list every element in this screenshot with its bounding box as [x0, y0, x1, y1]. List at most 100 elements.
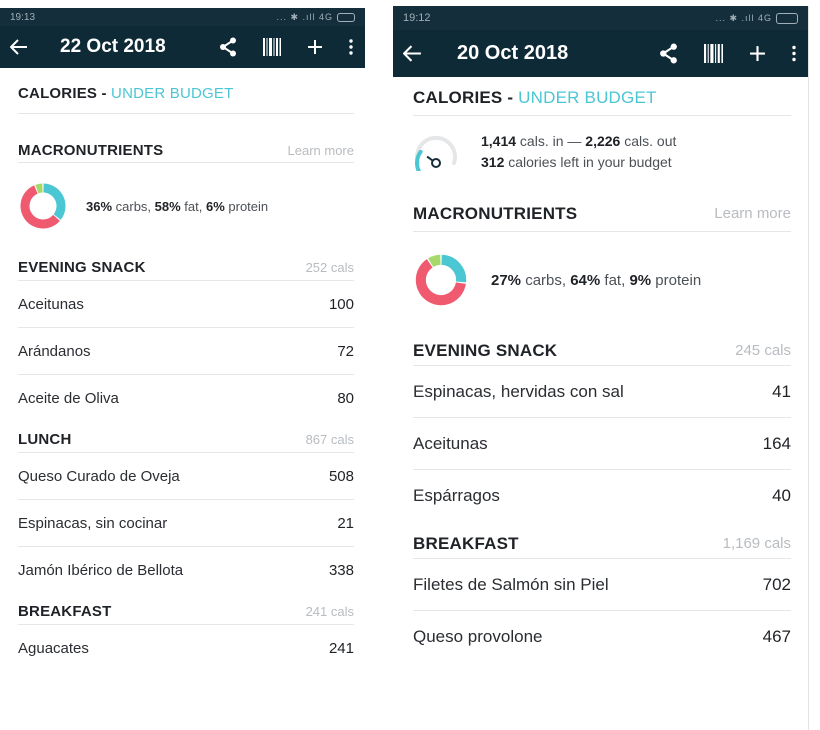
- more-options-button[interactable]: [349, 39, 353, 55]
- food-row[interactable]: Jamón Ibérico de Bellota 338: [18, 547, 354, 593]
- meal-header[interactable]: EVENING SNACK 245 cals: [413, 328, 791, 366]
- share-button[interactable]: [219, 37, 237, 57]
- food-row[interactable]: Espinacas, hervidas con sal 41: [413, 366, 791, 418]
- food-row[interactable]: Aceite de Oliva 80: [18, 375, 354, 421]
- arrow-left-icon: [10, 39, 27, 55]
- donut-slice-carbs: [43, 183, 66, 220]
- food-name: Aguacates: [18, 639, 89, 657]
- food-name: Aceitunas: [18, 295, 84, 313]
- food-calories: 467: [762, 626, 791, 646]
- food-row[interactable]: Arándanos 72: [18, 328, 354, 375]
- meal-title: LUNCH: [18, 431, 72, 448]
- donut-slice-protein: [35, 183, 43, 194]
- calorie-budget-summary: 1,414 cals. in — 2,226 cals. out 312 cal…: [413, 116, 791, 188]
- donut-slice-fat: [415, 259, 466, 306]
- food-calories: 72: [337, 342, 354, 360]
- food-calories: 21: [337, 514, 354, 532]
- app-bar: 20 Oct 2018: [393, 30, 808, 77]
- meal-header[interactable]: EVENING SNACK 252 cals: [18, 249, 354, 281]
- macronutrients-donut-chart: [20, 183, 66, 229]
- meal-header[interactable]: LUNCH 867 cals: [18, 421, 354, 453]
- more-options-button[interactable]: [792, 45, 796, 62]
- food-calories: 702: [762, 574, 791, 594]
- food-list: Aceitunas 100 Arándanos 72 Aceite de Oliva 80: [18, 281, 354, 421]
- food-row[interactable]: Espárragos 40: [413, 470, 791, 521]
- signal-indicators: ... ✱ .ıll 4G: [276, 11, 333, 22]
- phone-screen-right: 19:12 ... ✱ .ıll 4G 20 Oct 2018 CALORIES…: [393, 6, 808, 730]
- food-row[interactable]: Aguacates 241: [18, 625, 354, 671]
- food-row[interactable]: Filetes de Salmón sin Piel 702: [413, 559, 791, 611]
- meal-header[interactable]: BREAKFAST 241 cals: [18, 593, 354, 625]
- calories-header: CALORIES - UNDER BUDGET: [413, 77, 791, 116]
- barcode-icon: [704, 44, 723, 63]
- share-icon: [220, 37, 236, 57]
- share-icon: [660, 43, 677, 64]
- budget-status: UNDER BUDGET: [518, 88, 657, 107]
- donut-slice-fat: [20, 185, 60, 229]
- food-name: Aceitunas: [413, 433, 488, 453]
- meal-calories: 867 cals: [305, 432, 354, 447]
- food-calories: 40: [772, 485, 791, 505]
- food-row[interactable]: Aceitunas 100: [18, 281, 354, 328]
- learn-more-link[interactable]: Learn more: [287, 142, 354, 158]
- learn-more-link[interactable]: Learn more: [714, 205, 791, 222]
- macronutrients-title: MACRONUTRIENTS: [18, 141, 164, 159]
- battery-icon: [337, 12, 355, 22]
- food-list: Aguacates 241: [18, 625, 354, 671]
- budget-status: UNDER BUDGET: [111, 85, 234, 102]
- food-name: Filetes de Salmón sin Piel: [413, 574, 609, 594]
- barcode-icon: [263, 38, 281, 56]
- food-calories: 80: [337, 389, 354, 407]
- meal-header[interactable]: BREAKFAST 1,169 cals: [413, 521, 791, 559]
- share-button[interactable]: [659, 43, 678, 64]
- food-calories: 164: [762, 433, 791, 453]
- food-row[interactable]: Espinacas, sin cocinar 21: [18, 500, 354, 547]
- macronutrients-summary: 36% carbs, 58% fat, 6% protein: [18, 163, 354, 249]
- barcode-button[interactable]: [263, 38, 281, 56]
- add-button[interactable]: [307, 39, 323, 55]
- status-bar: 19:12 ... ✱ .ıll 4G: [393, 6, 808, 30]
- food-name: Espinacas, hervidas con sal: [413, 381, 624, 401]
- back-button[interactable]: [403, 45, 437, 62]
- meal-calories: 252 cals: [305, 260, 354, 275]
- more-vert-icon: [792, 45, 796, 62]
- food-name: Queso provolone: [413, 626, 543, 646]
- macronutrients-donut-chart: [415, 254, 467, 306]
- meal-title: EVENING SNACK: [18, 259, 146, 276]
- food-calories: 508: [328, 467, 354, 485]
- app-bar: 22 Oct 2018: [0, 26, 365, 68]
- food-list: Espinacas, hervidas con sal 41 Aceitunas 16…: [413, 366, 791, 521]
- food-calories: 241: [328, 639, 354, 657]
- food-row[interactable]: Queso provolone 467: [413, 611, 791, 662]
- more-vert-icon: [349, 39, 353, 55]
- donut-slice-protein: [428, 254, 441, 268]
- plus-icon: [750, 46, 765, 61]
- meal-title: BREAKFAST: [413, 533, 519, 553]
- macronutrients-header: MACRONUTRIENTS Learn more: [413, 192, 791, 232]
- signal-indicators: ... ✱ .ıll 4G: [715, 12, 772, 23]
- food-name: Arándanos: [18, 342, 91, 360]
- meal-calories: 241 cals: [305, 604, 354, 619]
- date-title: 22 Oct 2018: [60, 36, 166, 57]
- food-calories: 41: [772, 381, 791, 401]
- macronutrients-header: MACRONUTRIENTS Learn more: [18, 130, 354, 163]
- food-name: Espárragos: [413, 485, 500, 505]
- calories-label: CALORIES: [413, 88, 503, 107]
- add-button[interactable]: [749, 45, 766, 62]
- date-title: 20 Oct 2018: [457, 42, 569, 64]
- food-calories: 338: [328, 561, 354, 579]
- status-bar: 19:13 ... ✱ .ıll 4G: [0, 8, 365, 26]
- donut-slice-carbs: [441, 254, 467, 283]
- back-button[interactable]: [10, 39, 44, 55]
- calorie-gauge-icon: [415, 135, 457, 171]
- food-list: Filetes de Salmón sin Piel 702 Queso provo…: [413, 559, 791, 662]
- meal-calories: 245 cals: [735, 342, 791, 359]
- battery-icon: [776, 12, 798, 24]
- food-list: Queso Curado de Oveja 508 Espinacas, sin c…: [18, 453, 354, 593]
- macronutrients-title: MACRONUTRIENTS: [413, 203, 578, 223]
- barcode-button[interactable]: [704, 44, 723, 63]
- food-row[interactable]: Aceitunas 164: [413, 418, 791, 470]
- food-row[interactable]: Queso Curado de Oveja 508: [18, 453, 354, 500]
- status-time: 19:13: [10, 11, 36, 23]
- meal-calories: 1,169 cals: [722, 535, 791, 552]
